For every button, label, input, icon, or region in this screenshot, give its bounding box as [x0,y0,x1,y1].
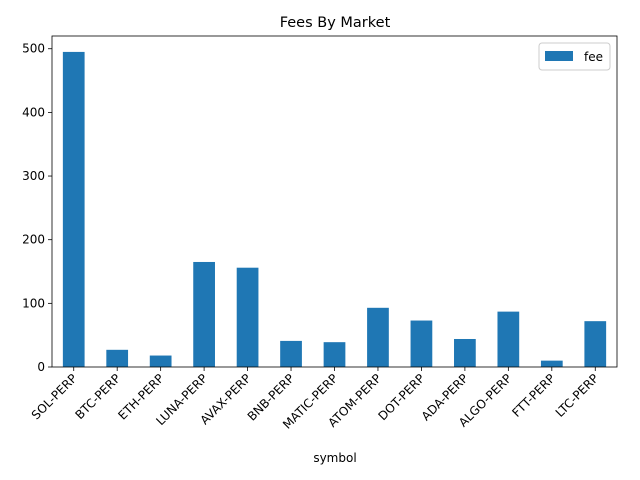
bar-luna-perp [193,261,215,367]
y-tick-label: 0 [37,360,45,374]
bar-ftt-perp [540,360,563,367]
y-tick-label: 500 [22,42,45,56]
bar-eth-perp [149,355,172,367]
x-axis-label: symbol [313,451,356,465]
y-tick-label: 400 [22,105,45,119]
x-tick-label-btc-perp: BTC-PERP [72,371,123,422]
bar-matic-perp [323,342,346,367]
bars-group [62,51,607,368]
bar-algo-perp [497,311,520,367]
legend: fee [538,42,611,71]
legend-label-fee: fee [584,50,603,64]
y-tick-label: 200 [22,233,45,247]
x-tick-label-ftt-perp: FTT-PERP [509,371,558,420]
bar-sol-perp [62,51,85,368]
bar-atom-perp [367,307,389,367]
y-tick-label: 100 [22,296,45,310]
y-tick-label: 300 [22,169,45,183]
bar-bnb-perp [280,340,302,367]
chart-title: Fees By Market [280,15,391,31]
bar-btc-perp [106,349,129,367]
x-axis: SOL-PERPBTC-PERPETH-PERPLUNA-PERPAVAX-PE… [29,367,602,432]
x-tick-label-ltc-perp: LTC-PERP [553,371,602,420]
y-axis: 0 100 200 300 400 500 [22,42,52,374]
x-tick-label-sol-perp: SOL-PERP [29,371,80,422]
bar-avax-perp [236,267,259,367]
bar-dot-perp [410,320,433,367]
legend-swatch [545,51,573,61]
bar-ada-perp [454,338,476,367]
plot-frame [51,35,618,368]
legend-box [538,42,611,71]
bar-ltc-perp [584,321,607,367]
